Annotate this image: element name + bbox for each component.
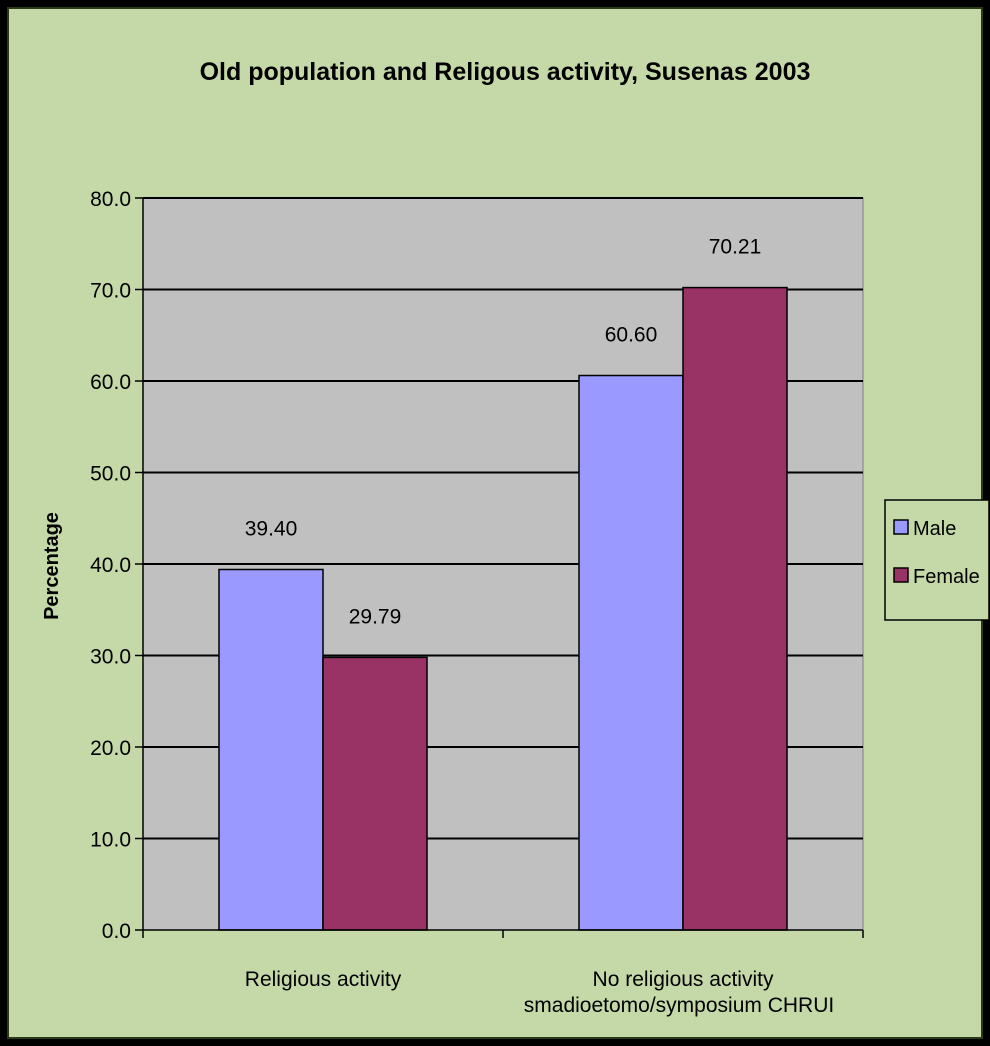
legend-label: Male <box>913 518 956 540</box>
bar <box>322 656 428 931</box>
legend-swatch <box>893 519 909 535</box>
chart-title: Old population and Religous activity, Su… <box>200 58 811 86</box>
y-tick-label: 20.0 <box>90 737 131 760</box>
legend: Male Female <box>884 499 990 621</box>
y-tick-label: 30.0 <box>90 646 131 669</box>
y-tick-label: 50.0 <box>90 463 131 486</box>
bar <box>682 286 788 931</box>
legend-swatch <box>893 567 909 583</box>
data-label: 29.79 <box>349 605 402 628</box>
data-label: 60.60 <box>605 324 658 347</box>
y-axis-label: Percentage <box>41 512 63 620</box>
y-tick-label: 10.0 <box>90 829 131 852</box>
data-label: 39.40 <box>245 517 298 540</box>
y-tick-label: 70.0 <box>90 280 131 303</box>
bar <box>218 568 324 931</box>
y-tick-label: 60.0 <box>90 371 131 394</box>
x-tick-label: Religious activity <box>245 968 402 991</box>
legend-label: Female <box>913 566 980 588</box>
x-tick-label: No religious activity <box>593 968 774 991</box>
y-tick-label: 80.0 <box>90 188 131 211</box>
plot-area: 0.0 10.0 20.0 30.0 40.0 50.0 60.0 70.0 80.0 39.40… <box>90 188 864 991</box>
data-label: 70.21 <box>709 236 762 259</box>
source-credit: smadioetomo/symposium CHRUI <box>524 994 834 1017</box>
y-tick-label: 40.0 <box>90 554 131 577</box>
bar <box>578 374 684 931</box>
y-tick-label: 0.0 <box>102 920 131 943</box>
